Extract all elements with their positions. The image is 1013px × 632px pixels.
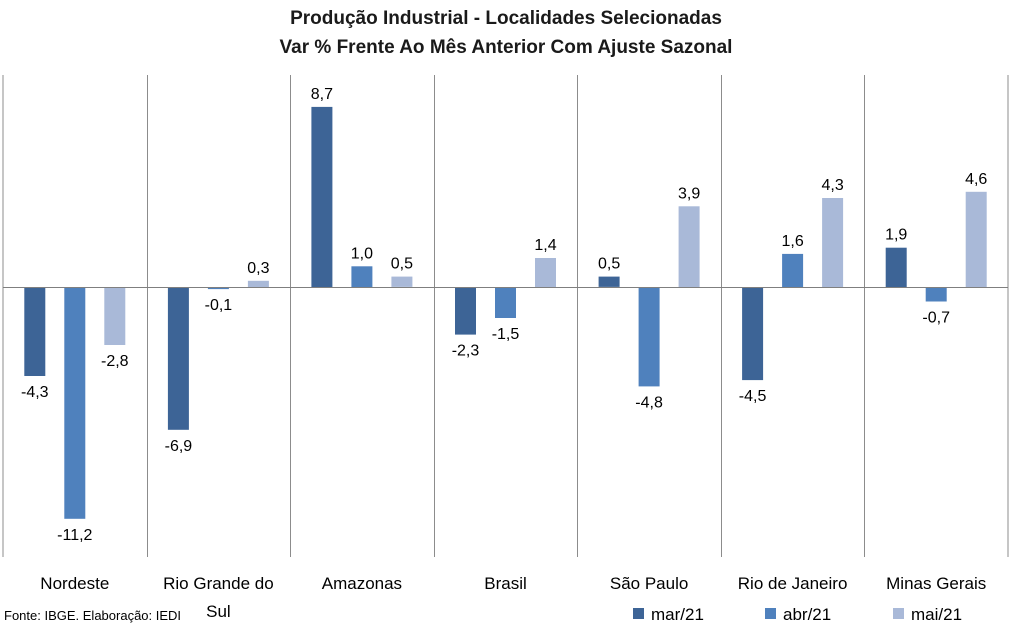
bar — [247, 280, 269, 287]
category-label: Minas Gerais — [886, 574, 986, 593]
data-label: 4,3 — [821, 177, 843, 194]
bar — [678, 206, 700, 287]
bar — [535, 258, 556, 287]
bar — [167, 287, 189, 430]
data-label: -6,9 — [165, 438, 193, 455]
data-label: 3,9 — [678, 185, 700, 202]
data-label: 0,5 — [391, 256, 413, 273]
data-label: 4,6 — [965, 171, 987, 188]
legend-swatch — [765, 608, 776, 619]
bar — [24, 287, 46, 376]
data-label: -4,5 — [739, 388, 767, 405]
data-label: 1,0 — [351, 245, 373, 262]
bar — [64, 287, 86, 519]
data-label: -0,1 — [205, 297, 233, 314]
legend-label: abr/21 — [783, 605, 831, 624]
chart-subtitle: Var % Frente Ao Mês Anterior Com Ajuste … — [280, 37, 733, 58]
category-label: Amazonas — [322, 574, 402, 593]
bar — [598, 276, 620, 287]
bar — [391, 276, 413, 287]
data-label: -4,3 — [21, 384, 49, 401]
data-label: -4,8 — [635, 394, 663, 411]
legend-swatch — [633, 608, 644, 619]
legend-swatch — [893, 608, 904, 619]
category-label: Rio Grande do Sul — [163, 574, 274, 621]
data-label: 1,9 — [885, 227, 907, 244]
category-label: São Paulo — [610, 574, 688, 593]
category-label: Nordeste — [40, 574, 109, 593]
bar — [495, 287, 516, 318]
bar — [638, 287, 660, 387]
data-label: -1,5 — [492, 326, 520, 343]
bar — [207, 287, 229, 290]
data-label: 0,5 — [598, 256, 620, 273]
category-label: Brasil — [484, 574, 527, 593]
legend-label: mar/21 — [651, 605, 704, 624]
data-label: 1,6 — [781, 233, 803, 250]
data-label: 0,3 — [247, 260, 269, 277]
bar — [455, 287, 476, 335]
bar — [104, 287, 126, 345]
legend: mar/21 abr/21 mai/21 — [633, 605, 962, 624]
data-label: 1,4 — [534, 237, 556, 254]
chart-title: Produção Industrial - Localidades Seleci… — [290, 8, 722, 29]
data-label: -11,2 — [57, 527, 92, 544]
source-note: Fonte: IBGE. Elaboração: IEDI — [4, 608, 181, 623]
bar — [742, 287, 764, 381]
data-label: -2,3 — [452, 343, 480, 360]
plot-area: -4,3 -6,9 8,7 -2,3 0,5 -4,5 1,9 -11,2 -0,1 1,0 -1,… — [2, 75, 1009, 621]
bar — [782, 253, 804, 287]
bar — [885, 247, 907, 287]
legend-label: mai/21 — [911, 605, 962, 624]
category-label: Rio de Janeiro — [738, 574, 848, 593]
data-label: -0,7 — [922, 310, 950, 327]
bar — [311, 106, 333, 288]
data-label: 8,7 — [311, 86, 333, 103]
bar — [822, 198, 844, 287]
bar — [965, 191, 987, 287]
bar — [925, 287, 947, 302]
bar — [351, 266, 373, 287]
data-label: -2,8 — [101, 353, 129, 370]
